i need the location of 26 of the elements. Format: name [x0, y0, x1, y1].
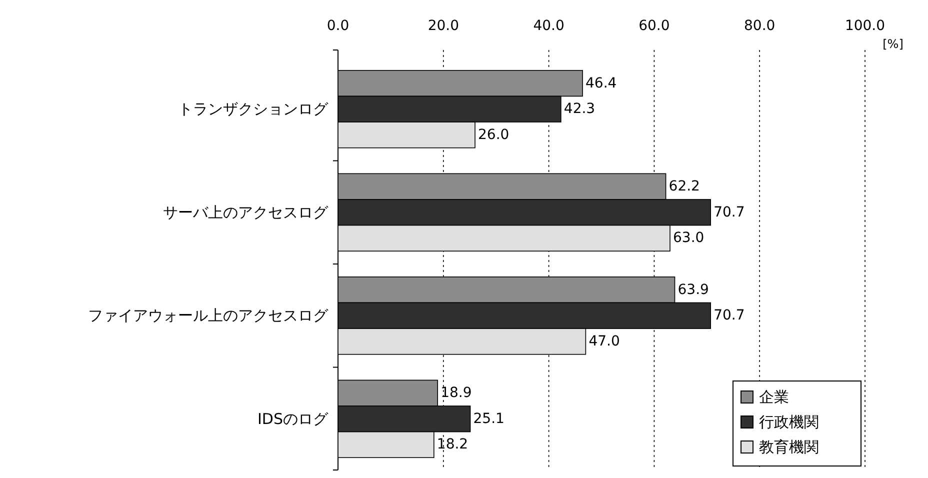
data-label: 62.2	[668, 178, 700, 195]
data-label: 25.1	[473, 410, 504, 427]
data-label: 46.4	[586, 75, 617, 92]
data-label: 70.7	[714, 308, 745, 324]
legend-label: 行政機関	[759, 413, 819, 431]
data-label: 63.0	[673, 230, 704, 246]
data-label: 26.0	[478, 126, 510, 143]
y-tick-label: トランザクションログ	[178, 100, 329, 118]
data-label: 42.3	[564, 101, 596, 118]
legend-label: 教育機関	[759, 438, 819, 456]
data-label: 47.0	[588, 333, 620, 350]
x-tick-label: 40.0	[533, 18, 564, 34]
y-tick-label: IDSのログ	[258, 410, 329, 428]
data-label: 18.2	[436, 436, 468, 453]
y-tick-label: サーバ上のアクセスログ	[163, 203, 329, 222]
x-axis-title: [%]	[882, 37, 904, 51]
data-label: 63.9	[678, 282, 709, 298]
y-tick-label: ファイアウォール上のアクセスログ	[88, 306, 329, 325]
x-tick-label: 20.0	[428, 18, 459, 34]
data-label: 70.7	[714, 204, 745, 220]
x-tick-label: 60.0	[638, 18, 670, 34]
legend-label: 企業	[759, 388, 789, 406]
x-tick-label: 80.0	[744, 18, 776, 34]
x-tick-label: 0.0	[326, 18, 350, 34]
x-tick-label: 100.0	[844, 18, 886, 34]
data-label: 18.9	[440, 385, 472, 402]
